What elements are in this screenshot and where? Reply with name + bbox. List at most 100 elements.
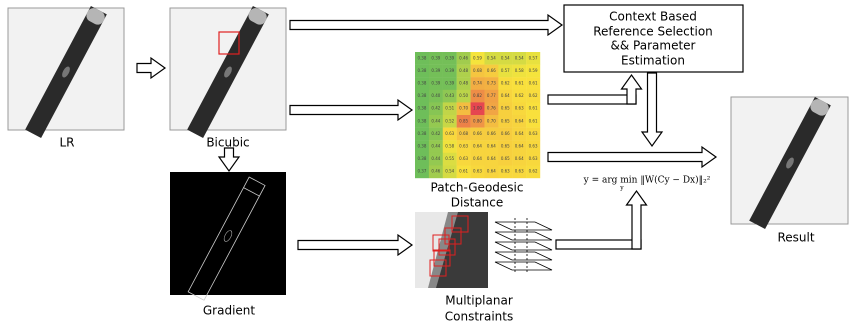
formula: y = arg min ‖W(Cy − Dx)‖₂² — [583, 175, 711, 186]
heatmap-value: 0.65 — [501, 118, 510, 123]
arrow — [137, 58, 165, 78]
heatmap-value: 0.38 — [417, 55, 426, 60]
heatmap-value: 0.68 — [459, 131, 468, 136]
heatmap-value: 0.66 — [487, 68, 496, 73]
heatmap-value: 0.48 — [459, 81, 468, 86]
heatmap-value: 0.64 — [487, 169, 496, 174]
heatmap-value: 0.61 — [459, 169, 468, 174]
heatmap-value: 0.59 — [473, 55, 482, 60]
heatmap-value: 0.66 — [473, 131, 482, 136]
heatmap-value: 0.54 — [445, 169, 454, 174]
heatmap-value: 0.38 — [417, 156, 426, 161]
heatmap-value: 0.63 — [459, 144, 468, 149]
heatmap-value: 0.62 — [501, 81, 510, 86]
box-text: && Parameter — [611, 39, 696, 53]
bicubic-label: Bicubic — [206, 136, 249, 150]
heatmap-value: 0.63 — [515, 169, 524, 174]
heatmap-value: 0.39 — [445, 68, 454, 73]
heatmap-value: 0.44 — [431, 144, 440, 149]
heatmap-value: 0.65 — [501, 144, 510, 149]
heatmap-value: 0.48 — [459, 68, 468, 73]
box-text: Context Based — [609, 10, 697, 24]
heatmap-value: 0.44 — [431, 156, 440, 161]
heatmap-value: 0.61 — [529, 118, 538, 123]
heatmap: 0.38 0.39 0.39 0.46 0.59 0.54 0.54 0.54 0.57 0.38… — [415, 52, 540, 178]
heatmap-value: 0.63 — [473, 169, 482, 174]
multiplanar-image — [415, 212, 488, 288]
heatmap-value: 0.64 — [473, 156, 482, 161]
heatmap-value: 0.54 — [515, 55, 524, 60]
heatmap-value: 0.58 — [445, 144, 454, 149]
heatmap-value: 0.62 — [529, 169, 538, 174]
heatmap-value: 0.46 — [459, 55, 468, 60]
diagram: 0.38 0.39 0.39 0.46 0.59 0.54 0.54 0.54 0.57 0.38… — [0, 0, 851, 333]
heatmap-value: 0.63 — [445, 131, 454, 136]
heatmap-value: 0.51 — [445, 106, 454, 111]
formula-subscript: y — [619, 185, 624, 192]
heatmap-value: 0.66 — [501, 131, 510, 136]
gradient-image — [170, 172, 286, 300]
plane-stack — [495, 218, 552, 272]
heatmap-value: 0.64 — [515, 118, 524, 123]
heatmap-label: Distance — [451, 196, 503, 210]
gradient-label: Gradient — [203, 304, 256, 318]
heatmap-value: 0.76 — [487, 106, 496, 111]
heatmap-value: 0.64 — [501, 93, 510, 98]
box-text: Reference Selection — [593, 25, 713, 39]
arrow — [642, 73, 662, 146]
heatmap-value: 0.42 — [431, 131, 440, 136]
heatmap-value: 0.38 — [417, 106, 426, 111]
heatmap-value: 0.63 — [501, 169, 510, 174]
heatmap-value: 0.64 — [487, 156, 496, 161]
heatmap-value: 0.44 — [431, 118, 440, 123]
heatmap-value: 0.38 — [417, 81, 426, 86]
heatmap-value: 0.39 — [431, 81, 440, 86]
box-text: Estimation — [621, 54, 685, 68]
heatmap-value: 0.38 — [417, 144, 426, 149]
heatmap-value: 0.64 — [515, 131, 524, 136]
multiplanar-label: Constraints — [445, 310, 513, 324]
heatmap-value: 0.80 — [473, 118, 482, 123]
arrow-shaft — [556, 240, 641, 249]
heatmap-value: 0.65 — [501, 106, 510, 111]
heatmap-value: 0.65 — [501, 156, 510, 161]
heatmap-value: 0.64 — [515, 144, 524, 149]
heatmap-value: 0.54 — [487, 55, 496, 60]
arrow — [219, 148, 239, 171]
heatmap-value: 0.63 — [529, 131, 538, 136]
heatmap-value: 0.61 — [529, 81, 538, 86]
heatmap-value: 0.63 — [529, 156, 538, 161]
heatmap-value: 0.63 — [529, 144, 538, 149]
heatmap-value: 0.74 — [473, 81, 482, 86]
heatmap-value: 0.42 — [431, 106, 440, 111]
heatmap-value: 0.58 — [515, 68, 524, 73]
heatmap-value: 0.38 — [417, 68, 426, 73]
heatmap-label: Patch-Geodesic — [431, 181, 524, 195]
multiplanar-label: Multiplanar — [445, 294, 513, 308]
heatmap-value: 0.62 — [515, 93, 524, 98]
arrow — [298, 235, 412, 255]
result-label: Result — [777, 231, 814, 245]
heatmap-value: 0.39 — [445, 55, 454, 60]
bicubic-image — [170, 6, 286, 138]
arrow-shaft — [548, 95, 636, 104]
heatmap-value: 0.55 — [445, 156, 454, 161]
heatmap-value: 0.52 — [445, 118, 454, 123]
heatmap-value: 0.70 — [459, 106, 468, 111]
heatmap-value: 0.39 — [431, 55, 440, 60]
heatmap-value: 0.57 — [529, 55, 538, 60]
heatmap-value: 0.77 — [487, 93, 496, 98]
lr-image — [8, 6, 124, 138]
heatmap-value: 0.70 — [487, 118, 496, 123]
heatmap-value: 0.40 — [431, 93, 440, 98]
heatmap-value: 0.85 — [459, 118, 468, 123]
heatmap-value: 0.38 — [417, 118, 426, 123]
arrow — [548, 147, 716, 167]
heatmap-value: 0.82 — [473, 93, 482, 98]
heatmap-value: 0.59 — [529, 68, 538, 73]
heatmap-value: 0.39 — [431, 68, 440, 73]
lr-label: LR — [59, 136, 74, 150]
heatmap-value: 0.64 — [515, 156, 524, 161]
heatmap-value: 0.39 — [445, 81, 454, 86]
heatmap-value: 0.46 — [431, 169, 440, 174]
